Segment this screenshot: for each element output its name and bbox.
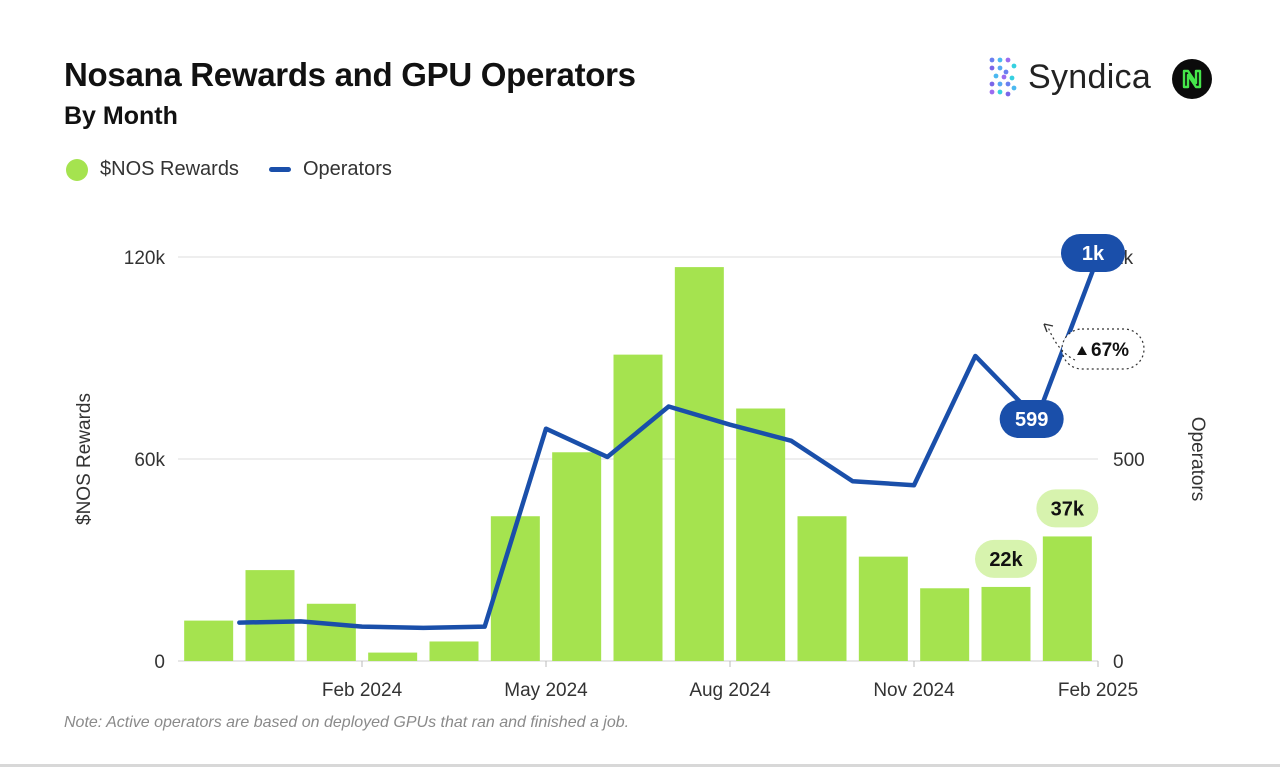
line-value-badge-text: 1k [1082,243,1105,265]
x-tick-label: Nov 2024 [873,680,955,701]
brand: Syndica [986,56,1151,98]
logo-dot [989,89,995,95]
logo-dot [1005,81,1011,87]
operators-point [668,405,670,407]
x-tick-label: May 2024 [504,680,588,701]
bar-value-badge-text: 37k [1051,498,1085,520]
legend-operators-swatch [268,167,291,172]
bar-value-badge-text: 22k [989,549,1023,571]
y2-tick-label: 500 [1113,450,1145,471]
logo-dot [1011,85,1017,91]
bar-jul-2024 [613,354,663,661]
chart-title: Nosana Rewards and GPU Operators [64,56,636,93]
operators-point [852,480,854,482]
operators-point [545,428,547,430]
operators-point [974,355,976,357]
logo-dot [997,89,1003,95]
bar-sep-2024 [736,408,786,661]
bar-nov-2024 [858,556,908,661]
nosana-logo-icon [1172,59,1212,99]
operators-point [238,622,240,624]
logo-dot [997,81,1003,87]
up-triangle-icon [1077,346,1087,355]
operators-point [729,424,731,426]
bar-mar-2024 [368,652,418,661]
legend-rewards-label: $NOS Rewards [100,158,239,180]
line-value-badge-text: 599 [1015,409,1048,431]
bar-apr-2024 [429,641,479,661]
footnote: Note: Active operators are based on depl… [64,714,630,731]
logo-dot [1005,91,1011,97]
x-tick-label: Feb 2024 [322,680,403,701]
change-badge: 67% [1043,323,1145,370]
logo-dot [989,81,995,87]
bar-oct-2024 [797,516,847,661]
legend: $NOS Rewards Operators [66,158,392,181]
logo-dot [1005,57,1011,63]
y-axis-title: $NOS Rewards [74,393,95,525]
y-tick-label: 120k [124,248,166,269]
bar-jun-2024 [552,452,602,661]
syndica-dots-icon [989,57,1017,97]
bar-jan-2025 [981,586,1031,661]
operators-point [913,484,915,486]
brand-name: Syndica [1028,57,1152,96]
x-tick-label: Feb 2025 [1058,680,1138,701]
bar-value-badge: 37k [1036,489,1099,528]
logo-dot [989,65,995,71]
line-value-badge: 599 [999,400,1064,439]
chart-subtitle: By Month [64,102,178,130]
operators-point [422,627,424,629]
change-badge-text: 67% [1091,340,1129,361]
bar-aug-2024 [674,267,724,661]
operators-point [790,440,792,442]
arrow-head-icon [1043,323,1054,333]
bar-may-2024 [490,516,540,661]
bar-value-badge: 22k [975,539,1037,578]
operators-point [484,626,486,628]
bar-dec-2024 [920,588,970,661]
y2-axis-title: Operators [1187,417,1208,501]
logo-dot [1003,69,1009,75]
y-tick-label: 60k [134,450,165,471]
bar-jan-2024 [245,570,295,661]
x-tick-label: Aug 2024 [689,680,771,701]
y-tick-label: 0 [154,652,165,673]
logo-dot [989,57,995,63]
operators-line [237,254,1101,631]
line-value-badge-bg [1061,234,1125,272]
logo-dot [1009,75,1015,81]
bar-value-badge-bg [975,539,1037,578]
bar-value-badge-bg [1036,489,1099,528]
line-value-badge: 1k [1061,234,1125,272]
bar-dec-2023 [184,620,234,661]
bar-feb-2025 [1042,536,1092,661]
line-value-badge-bg [999,400,1064,439]
logo-dot [1011,63,1017,69]
logo-dot [1001,74,1007,80]
bottom-divider [0,764,1280,767]
legend-rewards-swatch [66,158,88,181]
operators-point [606,456,608,458]
logo-dot [993,73,999,79]
change-badge-bg [1061,328,1145,370]
bar-feb-2024 [306,603,356,661]
operators-point [361,626,363,628]
y2-tick-label: 0 [1113,652,1124,673]
operators-point [300,620,302,622]
legend-operators-label: Operators [302,158,392,180]
logo-dot [997,65,1003,71]
logo-dot [997,57,1003,63]
